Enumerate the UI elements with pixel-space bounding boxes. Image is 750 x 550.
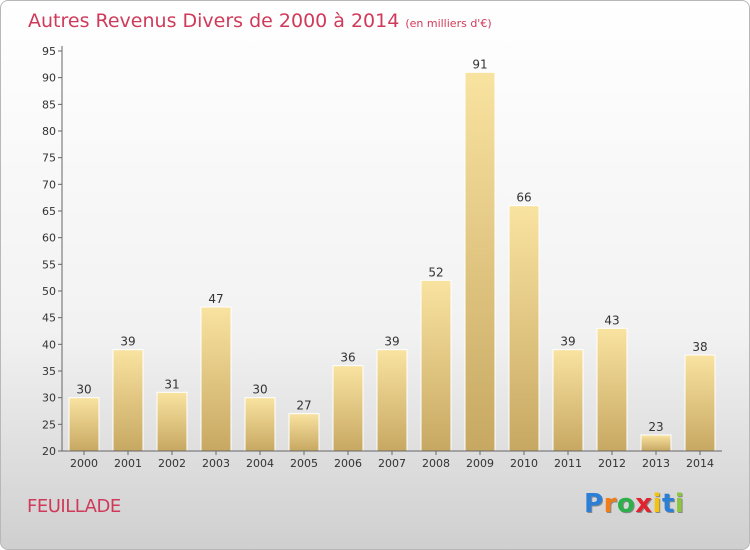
y-tick-label: 60: [42, 232, 56, 245]
data-label: 39: [560, 335, 575, 349]
y-tick-label: 30: [42, 392, 56, 405]
x-tick-label: 2002: [158, 457, 186, 470]
y-tick-label: 80: [42, 125, 56, 138]
data-label: 39: [120, 335, 135, 349]
x-tick-label: 2004: [246, 457, 274, 470]
bar-2002: [156, 391, 188, 452]
bar-2003: [200, 306, 232, 452]
bar-2006: [332, 365, 364, 452]
y-tick-label: 25: [42, 418, 56, 431]
y-tick-label: 95: [42, 45, 56, 58]
x-tick-label: 2011: [554, 457, 582, 470]
x-tick-label: 2003: [202, 457, 230, 470]
x-tick-label: 2012: [598, 457, 626, 470]
y-tick-label: 65: [42, 205, 56, 218]
logo-letter: i: [674, 489, 685, 519]
bar-2011: [552, 349, 584, 452]
x-tick-label: 2010: [510, 457, 538, 470]
bar-2012: [596, 327, 628, 452]
proxiti-logo: Proxiti: [584, 489, 684, 519]
chart-subtitle: (en milliers d'€): [405, 17, 492, 30]
y-tick-label: 20: [42, 445, 56, 458]
bar-2001: [112, 349, 144, 452]
logo-letter: o: [616, 489, 636, 519]
chart-title-text: Autres Revenus Divers de 2000 à 2014: [28, 10, 400, 32]
bar-2005: [288, 413, 320, 452]
logo-letter: t: [661, 489, 675, 519]
y-tick-label: 50: [42, 285, 56, 298]
data-label: 31: [164, 377, 179, 391]
data-label: 36: [340, 351, 355, 365]
data-label: 47: [208, 292, 223, 306]
logo-letter: i: [652, 489, 662, 519]
data-label: 43: [604, 313, 619, 327]
y-tick-label: 90: [42, 72, 56, 85]
logo-letter: P: [584, 489, 604, 519]
data-label: 39: [384, 335, 399, 349]
bar-2009: [464, 71, 496, 452]
bar-2000: [68, 397, 100, 452]
bar-2013: [640, 434, 672, 452]
x-tick-label: 2000: [70, 457, 98, 470]
y-tick-label: 75: [42, 152, 56, 165]
data-label: 38: [692, 340, 707, 354]
x-tick-label: 2013: [642, 457, 670, 470]
data-label: 30: [252, 383, 267, 397]
data-label: 27: [296, 399, 311, 413]
y-tick-label: 40: [42, 338, 56, 351]
x-tick-label: 2014: [686, 457, 714, 470]
bar-2008: [420, 279, 452, 452]
y-tick-label: 45: [42, 312, 56, 325]
chart-title: Autres Revenus Divers de 2000 à 2014 (en …: [28, 10, 492, 32]
bar-2007: [376, 349, 408, 452]
y-tick-label: 55: [42, 258, 56, 271]
data-label: 66: [516, 191, 531, 205]
y-tick-label: 35: [42, 365, 56, 378]
bar-2010: [508, 205, 540, 452]
y-tick-label: 70: [42, 178, 56, 191]
x-tick-label: 2008: [422, 457, 450, 470]
data-label: 30: [76, 383, 91, 397]
x-tick-label: 2005: [290, 457, 318, 470]
x-tick-label: 2009: [466, 457, 494, 470]
x-tick-label: 2006: [334, 457, 362, 470]
data-label: 91: [472, 57, 487, 71]
y-tick-label: 85: [42, 98, 56, 111]
data-label: 23: [648, 420, 663, 434]
x-tick-label: 2001: [114, 457, 142, 470]
data-label: 52: [428, 265, 443, 279]
location-name: FEUILLADE: [27, 496, 121, 517]
bar-2014: [684, 354, 716, 452]
x-tick-label: 2007: [378, 457, 406, 470]
bar-2004: [244, 397, 276, 452]
logo-letter: x: [635, 489, 653, 519]
logo-letter: r: [603, 489, 617, 519]
